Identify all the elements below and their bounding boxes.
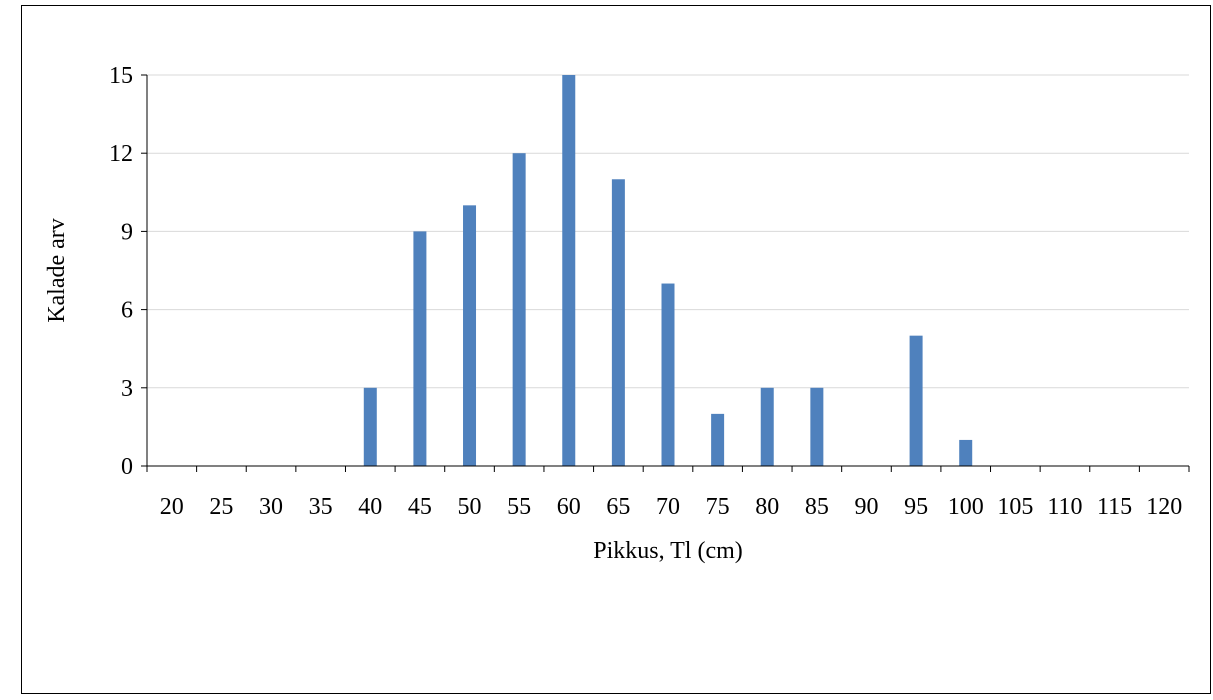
bar-45 [413,231,427,466]
x-tick-label: 65 [606,494,630,520]
x-tick-label: 120 [1146,494,1182,520]
chart-frame: 0 3 6 9 12 15 20 25 30 35 40 45 50 55 60 65 70 75 80 85 90 9… [21,5,1211,694]
x-tick-label: 85 [805,494,829,520]
bar-chart: 0 3 6 9 12 15 20 25 30 35 40 45 50 55 60 65 70 75 80 85 90 9… [44,63,1190,564]
x-tick-label: 110 [1047,494,1082,520]
x-tick-label: 75 [706,494,730,520]
x-tick-label: 95 [904,494,928,520]
y-tick-label: 15 [109,63,133,89]
bar-80 [760,387,774,466]
x-tick-label: 105 [997,494,1033,520]
x-tick-label: 115 [1097,494,1132,520]
bar-75 [711,413,725,466]
x-tick-label: 55 [507,494,531,520]
axes [141,74,1190,472]
x-tick-label: 60 [557,494,581,520]
x-tick-label: 45 [408,494,432,520]
x-tick-label: 70 [656,494,680,520]
gridlines [147,74,1189,389]
bar-85 [810,387,824,466]
x-tick-labels: 20 25 30 35 40 45 50 55 60 65 70 75 80 85 90 95 100 105 11… [160,494,1182,520]
x-tick-label: 30 [259,494,283,520]
x-axis-title: Pikkus, Tl (cm) [593,538,743,564]
x-tick-label: 20 [160,494,184,520]
y-axis-title: Kalade arv [44,218,70,323]
y-tick-label: 9 [121,219,133,245]
x-tick-label: 80 [755,494,779,520]
bar-60 [562,75,576,466]
x-tick-label: 35 [309,494,333,520]
x-tick-label: 50 [458,494,482,520]
y-tick-label: 3 [121,376,133,402]
x-tick-label: 40 [358,494,382,520]
x-tick-label: 100 [948,494,984,520]
bars [363,75,973,467]
y-tick-labels: 0 3 6 9 12 15 [109,63,133,480]
x-tick-label: 25 [209,494,233,520]
y-tick-label: 0 [121,454,133,480]
bar-40 [363,387,377,466]
x-tick-label: 90 [854,494,878,520]
bar-70 [661,283,675,466]
bar-55 [512,153,526,466]
bar-65 [611,179,625,466]
bar-95 [909,335,923,466]
bar-100 [959,439,973,466]
y-tick-label: 12 [109,141,133,167]
bar-50 [463,205,477,467]
y-tick-label: 6 [121,298,133,324]
